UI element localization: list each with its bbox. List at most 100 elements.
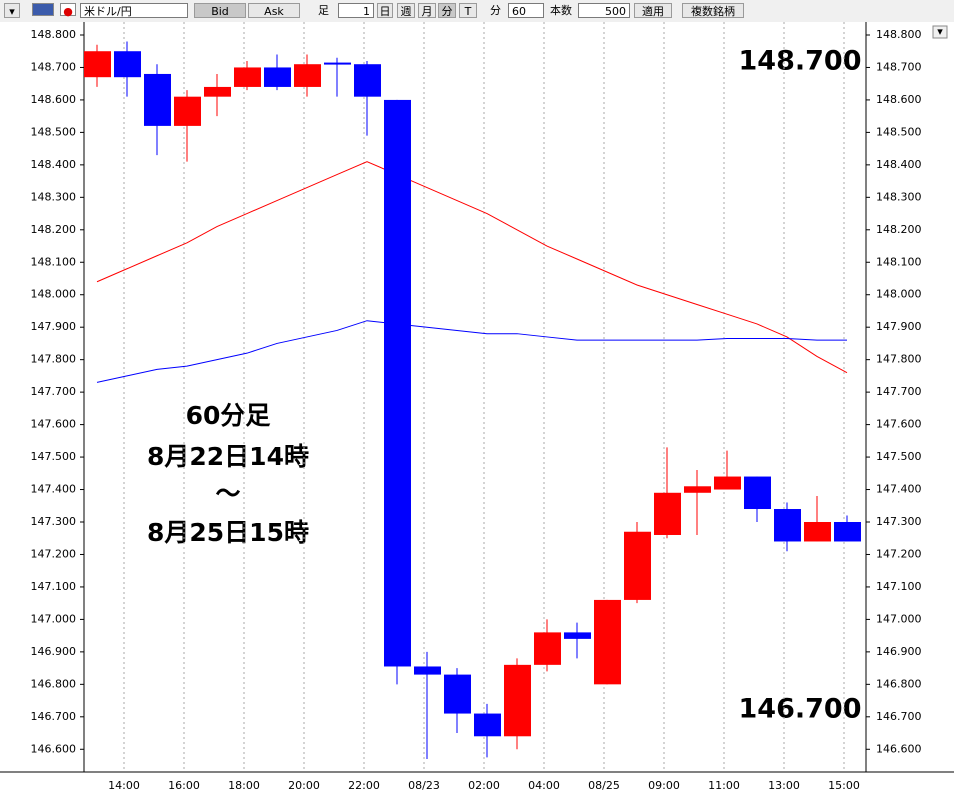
candle-body xyxy=(594,599,621,685)
y-tick-label: 147.700 xyxy=(31,385,77,398)
x-tick-label: 18:00 xyxy=(228,779,260,792)
y-tick-label: 147.000 xyxy=(31,612,77,625)
moving-average xyxy=(96,320,847,383)
chart-background xyxy=(0,22,954,804)
month-button[interactable]: 月 xyxy=(418,3,436,18)
x-tick-label: 13:00 xyxy=(768,779,800,792)
x-tick-label: 20:00 xyxy=(288,779,320,792)
y-tick-label: 147.600 xyxy=(31,418,77,431)
candle-body xyxy=(354,64,381,97)
minute-button[interactable]: 分 xyxy=(438,3,456,18)
jp-flag: ● xyxy=(60,3,76,18)
label: 分 xyxy=(490,4,501,17)
interval-input[interactable]: 1 xyxy=(338,3,374,18)
annotation: 60分足 xyxy=(186,401,271,430)
y-tick-label: 148.700 xyxy=(31,60,77,73)
y2-tick-label: 147.600 xyxy=(876,418,922,431)
y-tick-label: 146.900 xyxy=(31,645,77,658)
menu-button[interactable]: ▾ xyxy=(4,3,20,18)
candle-body xyxy=(504,664,531,737)
candle-body xyxy=(474,713,501,737)
y-tick-label: 147.200 xyxy=(31,547,77,560)
candle-body xyxy=(114,51,141,78)
y2-tick-label: 148.800 xyxy=(876,28,922,41)
label: 本数 xyxy=(550,4,572,17)
y-tick-label: 148.500 xyxy=(31,125,77,138)
x-tick-label: 16:00 xyxy=(168,779,200,792)
x-tick-label: 15:00 xyxy=(828,779,860,792)
y2-tick-label: 148.400 xyxy=(876,158,922,171)
y-tick-label: 147.900 xyxy=(31,320,77,333)
y-tick-label: 148.600 xyxy=(31,93,77,106)
y2-tick-label: 148.100 xyxy=(876,255,922,268)
us-flag xyxy=(32,3,54,16)
y2-tick-label: 147.500 xyxy=(876,450,922,463)
bid-button[interactable]: Bid xyxy=(194,3,246,18)
y-tick-label: 146.600 xyxy=(31,742,77,755)
y2-tick-label: 148.700 xyxy=(876,60,922,73)
y2-tick-label: 146.700 xyxy=(876,710,922,723)
candle-body xyxy=(714,476,741,490)
x-tick-label: 09:00 xyxy=(648,779,680,792)
count-input[interactable]: 500 xyxy=(578,3,630,18)
y-tick-label: 148.400 xyxy=(31,158,77,171)
candle-body xyxy=(384,99,411,667)
y-tick-label: 148.100 xyxy=(31,255,77,268)
ask-button[interactable]: Ask xyxy=(248,3,300,18)
candle-body xyxy=(204,86,231,97)
week-button[interactable]: 週 xyxy=(397,3,415,18)
label: 足 xyxy=(318,4,329,17)
candle-body xyxy=(414,666,441,675)
y-tick-label: 147.800 xyxy=(31,353,77,366)
x-tick-label: 08/23 xyxy=(408,779,440,792)
y2-tick-label: 147.200 xyxy=(876,547,922,560)
candle-body xyxy=(534,632,561,665)
moving-average xyxy=(96,161,848,374)
multi-symbol-button[interactable]: 複数銘柄 xyxy=(682,3,744,18)
candle-body xyxy=(144,73,171,126)
symbol-select[interactable]: 米ドル/円 xyxy=(80,3,188,18)
y2-tick-label: 148.600 xyxy=(876,93,922,106)
y-tick-label: 148.000 xyxy=(31,288,77,301)
y2-tick-label: 148.200 xyxy=(876,223,922,236)
x-tick-label: 04:00 xyxy=(528,779,560,792)
candle-body xyxy=(804,522,831,542)
y2-tick-label: 147.800 xyxy=(876,353,922,366)
candle-body xyxy=(294,64,321,87)
candle-body xyxy=(324,62,351,65)
y-tick-label: 148.200 xyxy=(31,223,77,236)
y-tick-label: 147.500 xyxy=(31,450,77,463)
y2-tick-label: 148.000 xyxy=(876,288,922,301)
y2-tick-label: 147.400 xyxy=(876,483,922,496)
y-tick-label: 146.800 xyxy=(31,677,77,690)
candle-body xyxy=(84,51,111,78)
candle-body xyxy=(564,632,591,639)
candle-body xyxy=(774,509,801,542)
y-tick-label: 147.300 xyxy=(31,515,77,528)
x-tick-label: 02:00 xyxy=(468,779,500,792)
x-tick-label: 14:00 xyxy=(108,779,140,792)
candle-body xyxy=(684,486,711,493)
y2-tick-label: 146.800 xyxy=(876,677,922,690)
price-label: 146.700 xyxy=(739,694,862,725)
minute-select[interactable]: 60 xyxy=(508,3,544,18)
apply-button[interactable]: 適用 xyxy=(634,3,672,18)
y-tick-label: 146.700 xyxy=(31,710,77,723)
y-tick-label: 148.300 xyxy=(31,190,77,203)
dropdown-button[interactable] xyxy=(932,25,948,39)
toolbar: ▾ ● 米ドル/円 Bid Ask 足 1 日 週 月 分 T 分 60 本数 … xyxy=(0,0,954,23)
price-label: 148.700 xyxy=(739,46,862,77)
y2-tick-label: 146.600 xyxy=(876,742,922,755)
candle-body xyxy=(234,67,261,87)
y2-tick-label: 147.300 xyxy=(876,515,922,528)
annotation: 8月25日15時 xyxy=(147,518,309,547)
candle-body xyxy=(444,674,471,714)
tick-button[interactable]: T xyxy=(459,3,477,18)
y2-tick-label: 148.500 xyxy=(876,125,922,138)
day-button[interactable]: 日 xyxy=(377,3,393,18)
candle-body xyxy=(264,67,291,87)
x-tick-label: 08/25 xyxy=(588,779,620,792)
y-tick-label: 147.100 xyxy=(31,580,77,593)
dropdown-arrow: ▾ xyxy=(937,25,943,38)
